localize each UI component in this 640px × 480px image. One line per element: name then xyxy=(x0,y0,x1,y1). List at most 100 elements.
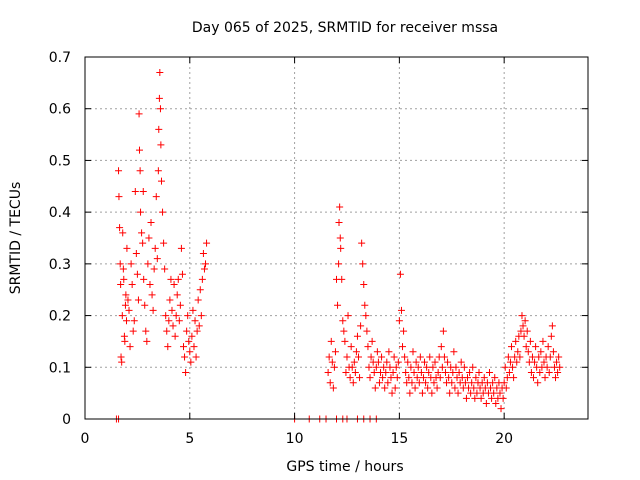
data-point xyxy=(148,291,156,299)
data-point xyxy=(418,389,426,397)
data-point xyxy=(504,353,512,361)
data-point xyxy=(160,239,168,247)
data-point xyxy=(461,379,469,387)
data-point xyxy=(530,374,538,382)
data-point xyxy=(165,317,173,325)
data-point xyxy=(455,368,463,376)
data-point xyxy=(149,306,157,314)
data-point xyxy=(162,312,170,320)
data-point xyxy=(416,353,424,361)
x-tick-label: 5 xyxy=(185,431,194,447)
data-point xyxy=(391,384,399,392)
data-point xyxy=(547,332,555,340)
data-point xyxy=(396,270,404,278)
data-point xyxy=(166,296,174,304)
data-point xyxy=(363,327,371,335)
data-point xyxy=(150,265,158,273)
data-point xyxy=(130,317,138,325)
data-point xyxy=(203,239,211,247)
data-point xyxy=(156,69,164,77)
plot-frame xyxy=(84,56,589,420)
data-point xyxy=(480,374,488,382)
data-point xyxy=(425,368,433,376)
data-point xyxy=(336,203,344,211)
data-point xyxy=(415,379,423,387)
data-point xyxy=(531,358,539,366)
data-point xyxy=(163,327,171,335)
data-point xyxy=(157,141,165,149)
data-point xyxy=(182,368,190,376)
data-point xyxy=(473,389,481,397)
data-point xyxy=(535,353,543,361)
data-point xyxy=(410,368,418,376)
data-point xyxy=(428,389,436,397)
data-point xyxy=(510,374,518,382)
data-point xyxy=(526,337,534,345)
data-point xyxy=(546,353,554,361)
data-point xyxy=(430,379,438,387)
data-point xyxy=(413,374,421,382)
data-point xyxy=(548,322,556,330)
data-point xyxy=(452,363,460,371)
data-point xyxy=(117,281,125,289)
data-point xyxy=(528,353,536,361)
data-point xyxy=(193,327,201,335)
data-point xyxy=(202,260,210,268)
data-point xyxy=(487,384,495,392)
data-point xyxy=(125,306,133,314)
data-point xyxy=(536,368,544,376)
tick-labels: 0 5 10 15 20 0 0.1 0.2 0.3 0.4 0.5 0.6 0.7 xyxy=(49,50,513,447)
data-point xyxy=(346,374,354,382)
data-point xyxy=(154,167,162,175)
data-point xyxy=(155,125,163,133)
data-point xyxy=(423,363,431,371)
data-point xyxy=(170,281,178,289)
data-point xyxy=(389,368,397,376)
data-point xyxy=(197,312,205,320)
data-point xyxy=(188,332,196,340)
data-point xyxy=(399,343,407,351)
data-point xyxy=(192,353,200,361)
data-point xyxy=(371,384,379,392)
chart-title: Day 065 of 2025, SRMTID for receiver mss… xyxy=(192,20,498,36)
data-point xyxy=(509,363,517,371)
data-point xyxy=(433,384,441,392)
data-point xyxy=(129,327,137,335)
data-point xyxy=(437,343,445,351)
data-point xyxy=(411,384,419,392)
data-point xyxy=(358,239,366,247)
data-point xyxy=(385,348,393,356)
data-point xyxy=(127,260,135,268)
data-point xyxy=(356,374,364,382)
data-point xyxy=(368,337,376,345)
data-point xyxy=(540,358,548,366)
data-point xyxy=(395,317,403,325)
data-point xyxy=(516,353,524,361)
data-point xyxy=(424,384,432,392)
data-point xyxy=(519,322,527,330)
data-point xyxy=(118,358,126,366)
x-tick-label: 20 xyxy=(495,431,513,447)
data-point xyxy=(539,337,547,345)
data-point xyxy=(408,379,416,387)
x-axis-label: GPS time / hours xyxy=(286,459,403,475)
data-point xyxy=(330,363,338,371)
data-point xyxy=(380,363,388,371)
data-point xyxy=(378,353,386,361)
data-point xyxy=(468,379,476,387)
data-point xyxy=(366,374,374,382)
data-point xyxy=(362,312,370,320)
data-point xyxy=(506,358,514,366)
data-point xyxy=(488,394,496,402)
data-point xyxy=(186,348,194,356)
data-point xyxy=(191,317,199,325)
data-point xyxy=(187,358,195,366)
data-point xyxy=(184,312,192,320)
data-point xyxy=(341,337,349,345)
data-point xyxy=(412,358,420,366)
data-point xyxy=(448,379,456,387)
data-point xyxy=(508,343,516,351)
data-point xyxy=(324,368,332,376)
data-point xyxy=(156,105,164,113)
